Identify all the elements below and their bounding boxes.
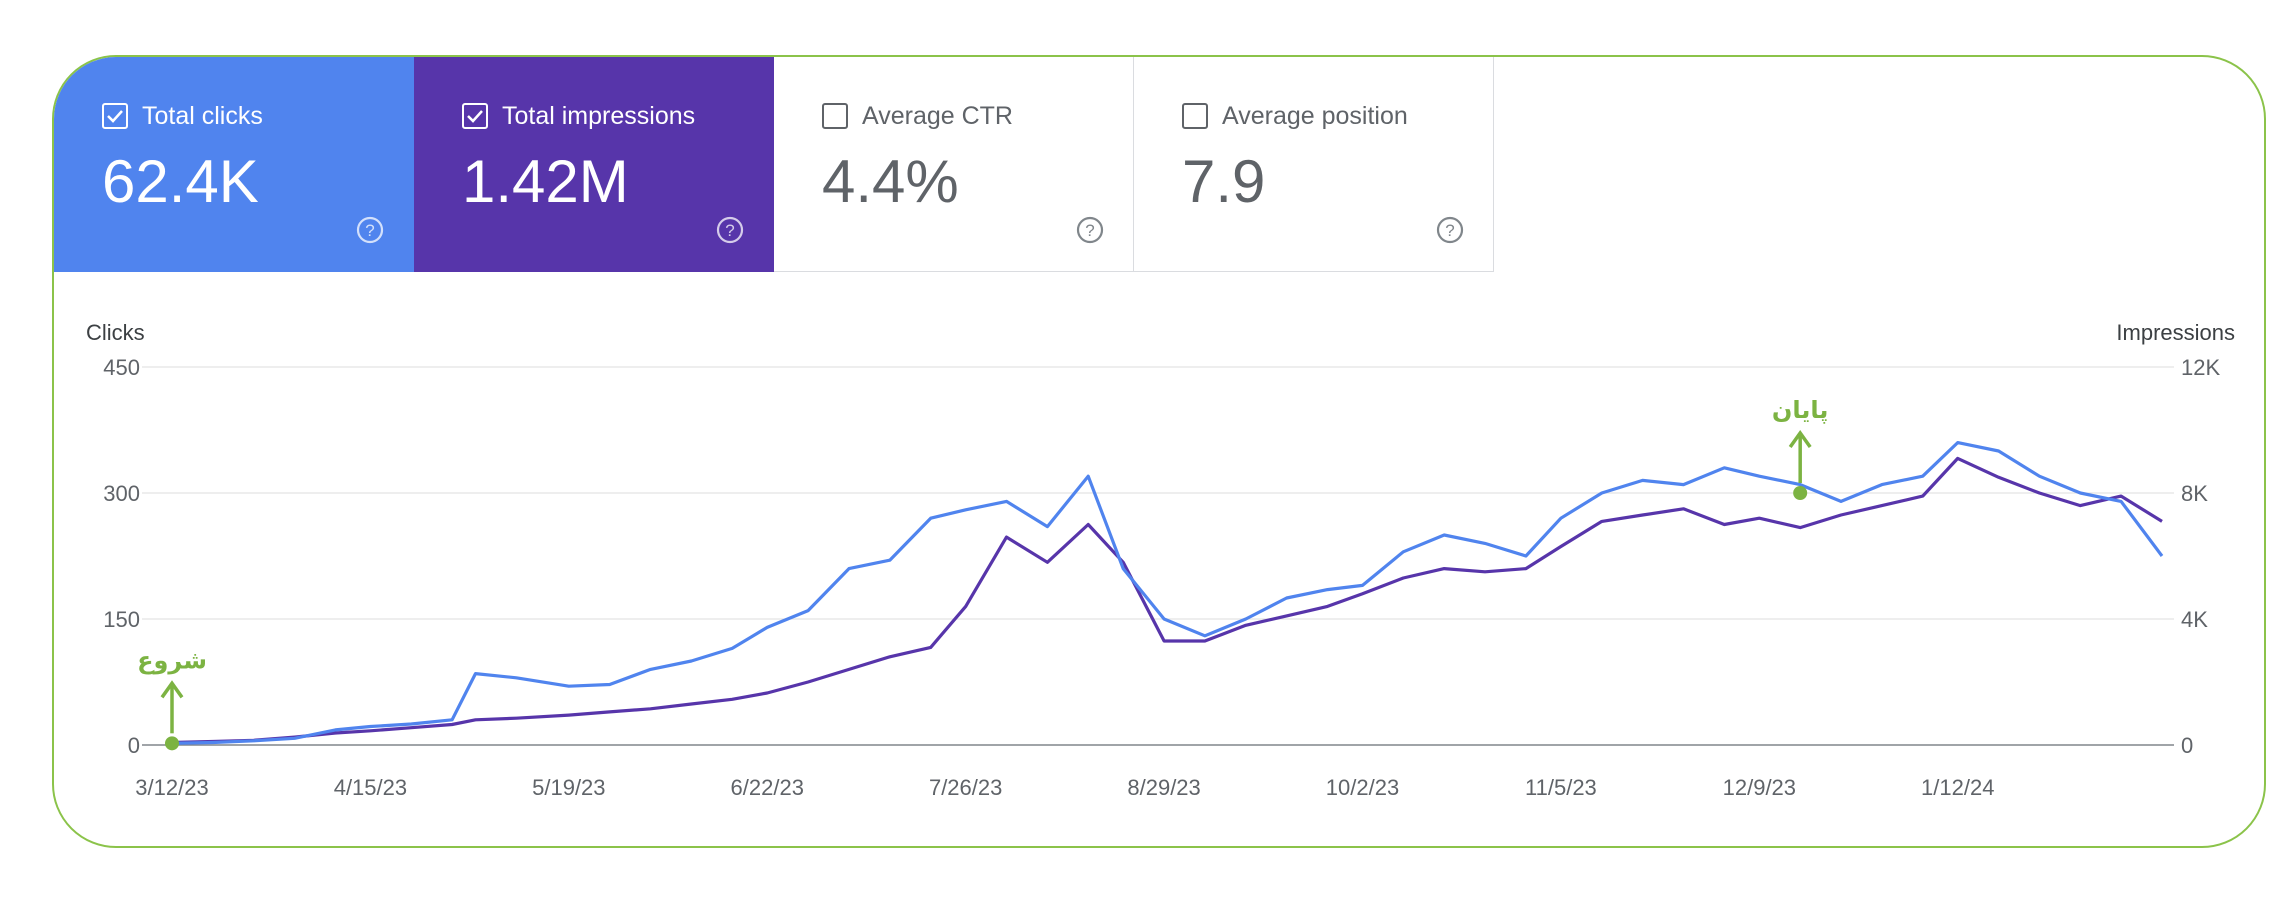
x-axis-ticks: 3/12/23 4/15/23 5/19/23 6/22/23 7/26/23 8/29/… [135,775,1994,800]
average-position-card[interactable]: Average position 7.9 ? [1134,57,1494,272]
help-icon[interactable]: ? [1436,216,1464,244]
chart-grid [142,366,2174,746]
right-tick-label: 8K [2181,481,2208,506]
right-tick-label: 12K [2181,355,2220,380]
left-axis-title: Clicks [86,320,145,345]
svg-text:?: ? [1085,221,1094,240]
right-axis-ticks: 12K 8K 4K 0 [2181,355,2220,758]
svg-text:?: ? [1445,221,1454,240]
annotation-arrow-head [1788,429,1812,449]
card-label: Average CTR [862,102,1013,130]
x-tick-label: 3/12/23 [135,775,208,800]
annotation-label: شروع [137,646,207,674]
right-axis-title: Impressions [2116,320,2235,345]
annotation-marker [165,736,179,751]
card-value: 4.4% [822,148,959,215]
performance-panel: Total clicks 62.4K ? Total impressions 1… [52,55,2266,848]
checkbox-checked-icon[interactable] [102,103,128,129]
total-clicks-card[interactable]: Total clicks 62.4K ? [54,57,414,272]
chart-annotations: شروع پایان [137,396,1829,751]
x-tick-label: 11/5/23 [1525,775,1597,800]
help-icon[interactable]: ? [356,216,384,244]
checkbox-unchecked-icon[interactable] [1182,103,1208,129]
left-tick-label: 300 [103,481,140,506]
x-tick-label: 6/22/23 [731,775,804,800]
x-tick-label: 8/29/23 [1127,775,1200,800]
average-ctr-card[interactable]: Average CTR 4.4% ? [774,57,1134,272]
card-value: 62.4K [102,148,259,215]
svg-text:?: ? [365,221,374,240]
x-tick-label: 12/9/23 [1723,775,1796,800]
right-tick-label: 4K [2181,607,2208,632]
x-tick-label: 1/12/24 [1921,775,1994,800]
card-label: Total clicks [142,102,263,130]
x-tick-label: 4/15/23 [334,775,407,800]
help-icon[interactable]: ? [716,216,744,244]
chart-series [171,441,2164,745]
annotation-marker [1793,486,1808,500]
total-impressions-card[interactable]: Total impressions 1.42M ? [414,57,774,272]
left-tick-label: 450 [103,355,140,380]
left-axis-ticks: 450 300 150 0 [103,355,140,758]
checkbox-checked-icon[interactable] [462,103,488,129]
annotation-arrow-head [160,680,184,699]
card-label: Average position [1222,102,1408,130]
series-line-impressions [171,456,2163,745]
help-icon[interactable]: ? [1076,216,1104,244]
x-tick-label: 7/26/23 [929,775,1002,800]
checkmark-icon [467,110,483,123]
checkbox-unchecked-icon[interactable] [822,103,848,129]
card-label: Total impressions [502,102,696,130]
card-value: 7.9 [1182,148,1266,215]
x-tick-label: 10/2/23 [1326,775,1399,800]
right-tick-label: 0 [2181,733,2193,758]
checkmark-icon [107,110,123,123]
card-value: 1.42M [462,148,629,215]
left-tick-label: 150 [103,607,140,632]
left-tick-label: 0 [128,733,140,758]
svg-text:?: ? [725,221,734,240]
series-line-clicks [171,441,2164,745]
annotation-label: پایان [1772,396,1829,424]
x-tick-label: 5/19/23 [532,775,605,800]
